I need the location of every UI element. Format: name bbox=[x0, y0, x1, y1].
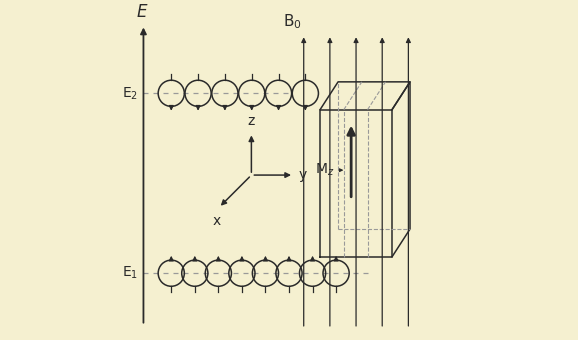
Text: x: x bbox=[213, 214, 221, 228]
Text: E$_1$: E$_1$ bbox=[123, 265, 139, 282]
Text: B$_0$: B$_0$ bbox=[283, 13, 302, 31]
Text: z: z bbox=[248, 114, 255, 128]
Text: E$_2$: E$_2$ bbox=[123, 85, 139, 102]
Text: y: y bbox=[299, 168, 307, 182]
Text: E: E bbox=[136, 3, 147, 21]
Text: M$_z$: M$_z$ bbox=[316, 162, 335, 179]
